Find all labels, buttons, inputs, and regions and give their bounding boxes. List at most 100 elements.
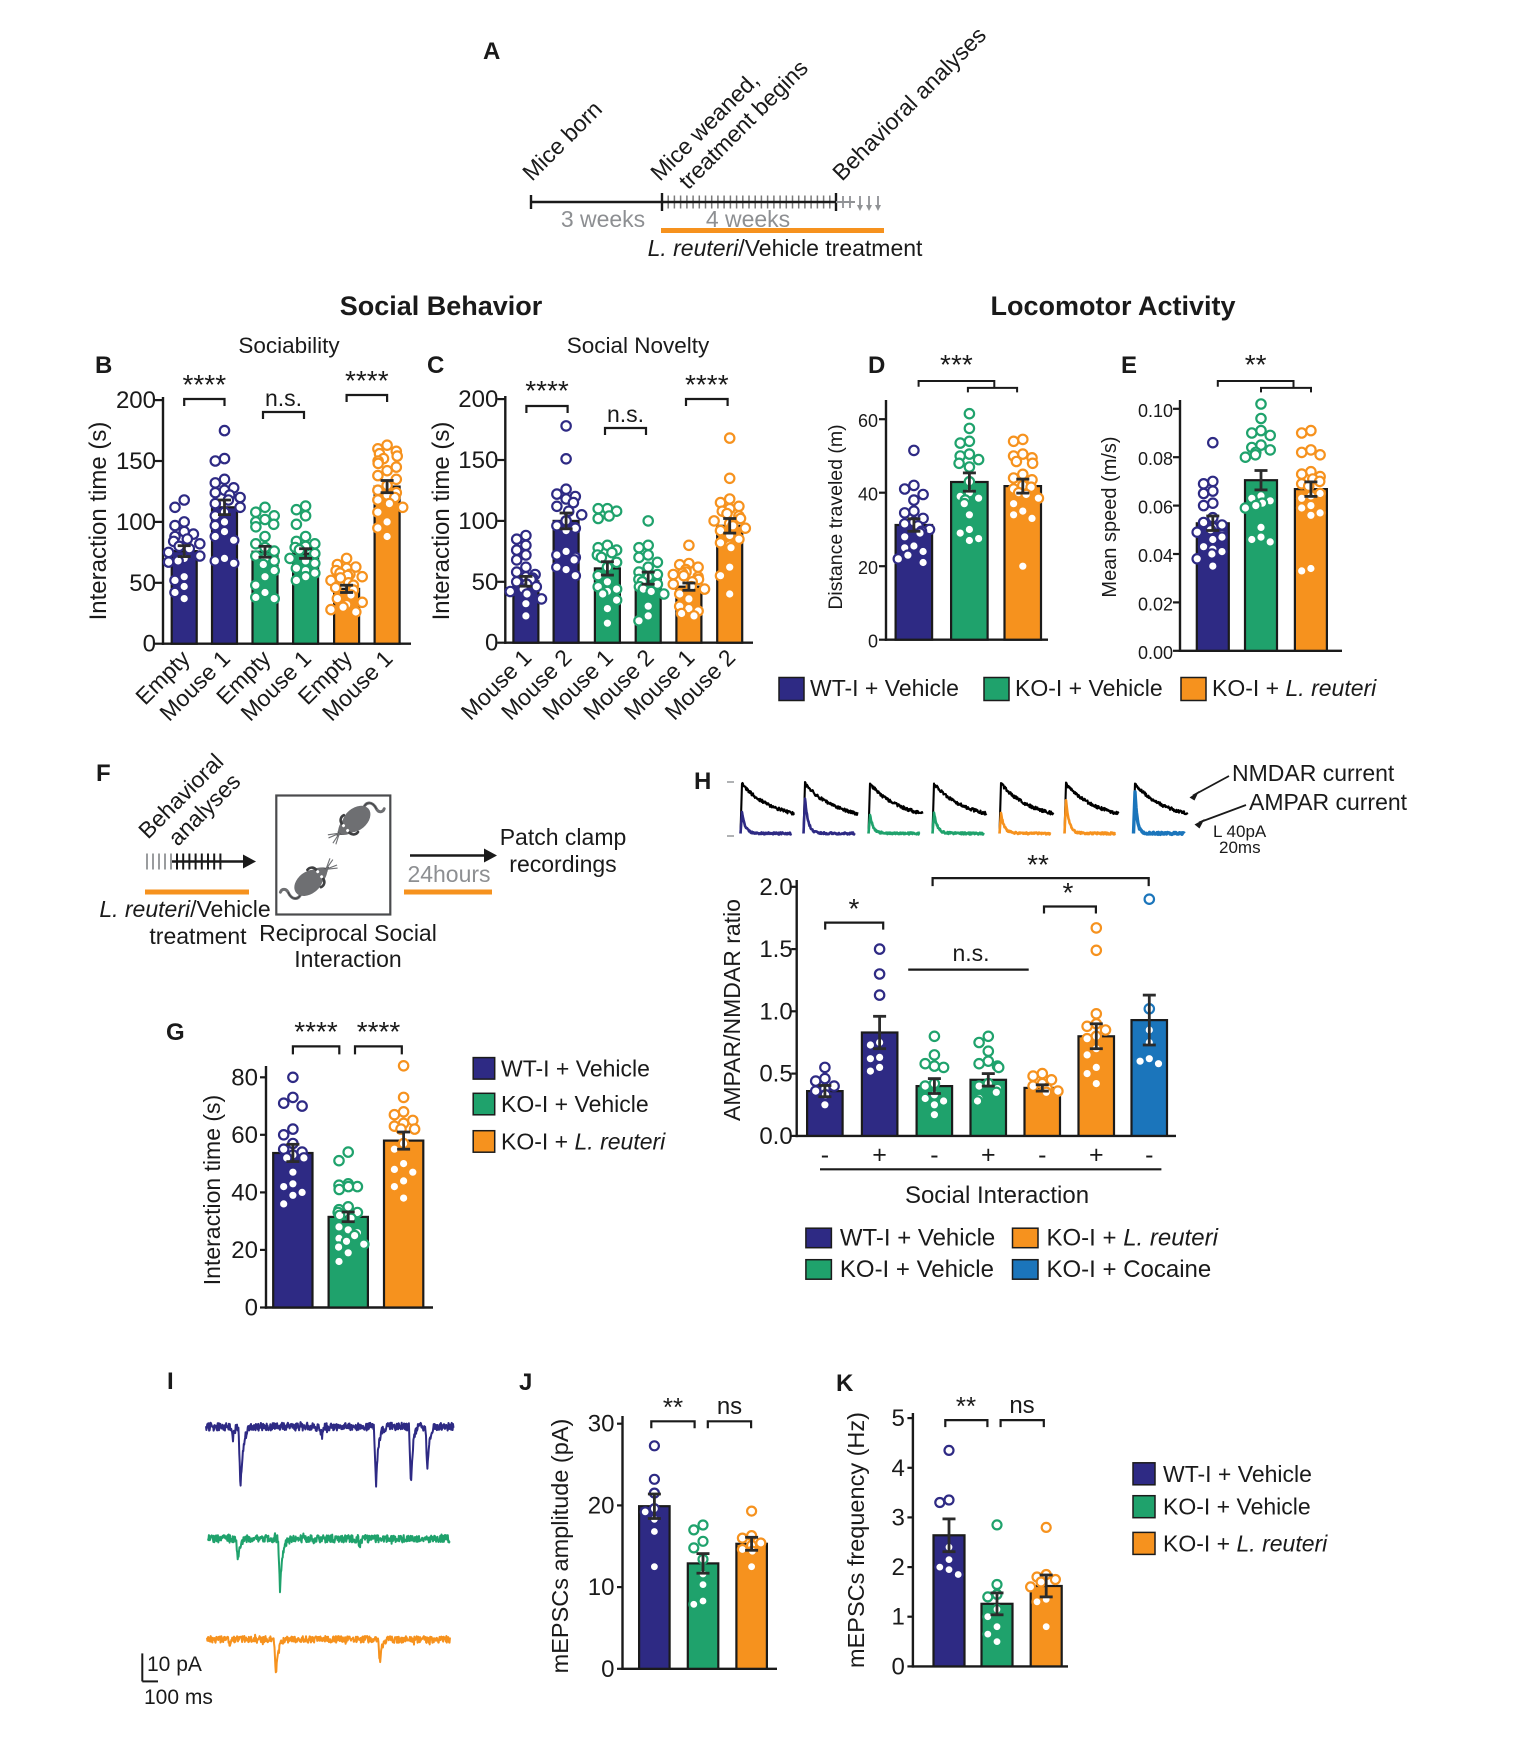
svg-text:Mean speed (m/s): Mean speed (m/s) [1099, 436, 1121, 597]
svg-text:E: E [1121, 352, 1137, 379]
svg-text:KO-I + L. reuteri: KO-I + L. reuteri [1163, 1530, 1328, 1556]
svg-text:KO-I + Vehicle: KO-I + Vehicle [840, 1256, 994, 1283]
svg-text:10 pA: 10 pA [147, 1653, 202, 1676]
svg-text:20: 20 [858, 558, 878, 578]
svg-text:0: 0 [892, 1653, 905, 1680]
svg-text:50: 50 [129, 570, 156, 597]
svg-text:60: 60 [231, 1122, 258, 1149]
svg-text:10: 10 [588, 1574, 615, 1601]
svg-text:****: **** [345, 365, 389, 396]
svg-text:****: **** [294, 1016, 338, 1047]
svg-text:ns: ns [1009, 1392, 1034, 1419]
svg-text:Reciprocal Social: Reciprocal Social [259, 920, 437, 946]
svg-text:WT-I + Vehicle: WT-I + Vehicle [840, 1225, 995, 1252]
svg-text:80: 80 [231, 1064, 258, 1091]
svg-text:0.02: 0.02 [1138, 594, 1173, 614]
svg-text:****: **** [183, 369, 227, 400]
svg-text:0.0: 0.0 [759, 1123, 792, 1150]
svg-text:150: 150 [116, 448, 156, 475]
svg-text:*: * [1063, 877, 1074, 908]
svg-text:2.0: 2.0 [759, 874, 792, 901]
svg-text:KO-I + Vehicle: KO-I + Vehicle [501, 1091, 649, 1117]
svg-text:ns: ns [717, 1393, 742, 1420]
svg-text:0: 0 [143, 631, 156, 658]
svg-text:A: A [483, 38, 500, 65]
svg-text:B: B [95, 352, 112, 379]
svg-text:3 weeks: 3 weeks [561, 206, 645, 232]
svg-text:KO-I + Cocaine: KO-I + Cocaine [1047, 1256, 1212, 1283]
svg-text:n.s.: n.s. [607, 401, 644, 427]
svg-text:G: G [166, 1019, 185, 1046]
svg-text:AMPAR current: AMPAR current [1249, 789, 1408, 815]
svg-text:NMDAR current: NMDAR current [1232, 760, 1395, 786]
svg-text:100: 100 [116, 509, 156, 536]
svg-text:n.s.: n.s. [952, 940, 989, 966]
svg-text:Social Interaction: Social Interaction [905, 1182, 1089, 1209]
svg-text:WT-I + Vehicle: WT-I + Vehicle [810, 675, 959, 701]
svg-text:I: I [167, 1368, 174, 1395]
svg-text:C: C [427, 352, 444, 379]
svg-text:40: 40 [231, 1179, 258, 1206]
svg-text:0.04: 0.04 [1138, 546, 1173, 566]
svg-text:50: 50 [472, 569, 499, 596]
svg-text:**: ** [663, 1392, 683, 1422]
svg-text:100: 100 [458, 508, 498, 535]
svg-text:F: F [96, 760, 111, 787]
svg-text:KO-I + Vehicle: KO-I + Vehicle [1163, 1494, 1311, 1520]
svg-text:4 weeks: 4 weeks [706, 206, 790, 232]
svg-text:4: 4 [892, 1455, 905, 1482]
svg-text:1.0: 1.0 [759, 998, 792, 1025]
svg-text:KO-I + L. reuteri: KO-I + L. reuteri [1047, 1225, 1219, 1252]
svg-text:K: K [836, 1370, 854, 1397]
svg-text:0: 0 [245, 1295, 258, 1322]
svg-text:1: 1 [892, 1604, 905, 1631]
svg-text:0.5: 0.5 [759, 1061, 792, 1088]
svg-text:Social Behavior: Social Behavior [340, 291, 543, 321]
svg-text:****: **** [525, 375, 569, 406]
svg-text:+: + [872, 1141, 887, 1169]
svg-text:recordings: recordings [509, 851, 616, 877]
svg-text:24hours: 24hours [407, 861, 490, 887]
svg-text:mEPSCs frequency (Hz): mEPSCs frequency (Hz) [843, 1412, 869, 1668]
svg-text:200: 200 [458, 386, 498, 413]
svg-text:J: J [519, 1369, 532, 1396]
svg-text:-: - [1145, 1141, 1153, 1169]
svg-text:20ms: 20ms [1219, 838, 1261, 857]
svg-text:Locomotor Activity: Locomotor Activity [990, 291, 1235, 321]
svg-text:Distance traveled (m): Distance traveled (m) [825, 424, 847, 609]
svg-text:-: - [930, 1141, 938, 1169]
svg-text:Interaction time (s): Interaction time (s) [428, 422, 455, 621]
svg-text:60: 60 [858, 411, 878, 431]
svg-text:Social Novelty: Social Novelty [567, 333, 710, 358]
svg-text:AMPAR/NMDAR ratio: AMPAR/NMDAR ratio [719, 899, 745, 1121]
svg-text:**: ** [1027, 849, 1049, 880]
svg-text:Sociability: Sociability [238, 333, 340, 358]
svg-text:****: **** [357, 1016, 401, 1047]
svg-text:Interaction time (s): Interaction time (s) [85, 422, 112, 621]
svg-text:5: 5 [892, 1405, 905, 1432]
svg-text:0.10: 0.10 [1138, 401, 1173, 421]
svg-text:L. reuteri/Vehicle: L. reuteri/Vehicle [99, 896, 270, 922]
svg-text:Patch clamp: Patch clamp [500, 824, 627, 850]
svg-text:20: 20 [231, 1237, 258, 1264]
svg-text:40: 40 [858, 485, 878, 505]
svg-text:0.06: 0.06 [1138, 498, 1173, 518]
svg-text:+: + [1089, 1141, 1104, 1169]
svg-text:100 ms: 100 ms [144, 1686, 213, 1709]
svg-text:-: - [1038, 1141, 1046, 1169]
svg-text:WT-I + Vehicle: WT-I + Vehicle [1163, 1461, 1312, 1487]
svg-text:D: D [868, 352, 885, 379]
svg-text:30: 30 [588, 1411, 615, 1438]
svg-text:Interaction: Interaction [294, 946, 401, 972]
svg-text:L. reuteri/Vehicle treatment: L. reuteri/Vehicle treatment [648, 235, 923, 261]
svg-text:treatment: treatment [149, 923, 247, 949]
svg-text:2: 2 [892, 1554, 905, 1581]
svg-text:**: ** [956, 1391, 976, 1421]
svg-text:+: + [981, 1141, 996, 1169]
svg-text:KO-I + L. reuteri: KO-I + L. reuteri [1212, 675, 1377, 701]
svg-text:mEPSCs amplitude (pA): mEPSCs amplitude (pA) [547, 1419, 573, 1674]
svg-text:KO-I + L. reuteri: KO-I + L. reuteri [501, 1128, 666, 1154]
svg-text:H: H [694, 768, 711, 795]
svg-text:**: ** [1245, 349, 1267, 380]
svg-text:***: *** [940, 349, 973, 380]
